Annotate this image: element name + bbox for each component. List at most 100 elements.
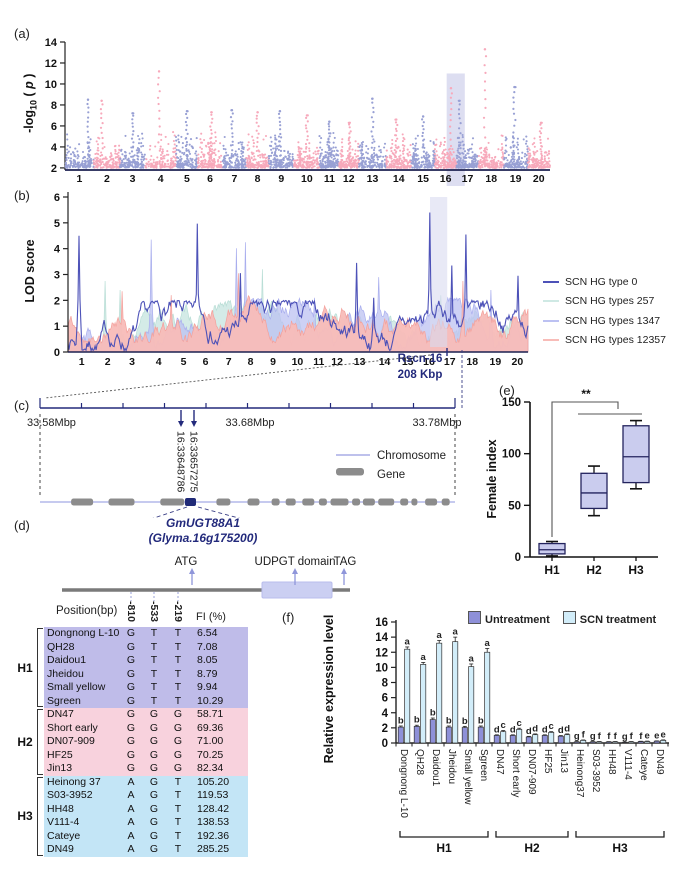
- group-bracket-H1: [399, 831, 489, 838]
- fi-value: 192.36: [197, 829, 230, 842]
- svg-text:Cateye: Cateye: [638, 749, 649, 781]
- svg-text:b: b: [446, 715, 452, 726]
- bar-scn-7: [516, 729, 523, 744]
- fi-value: 6.54: [197, 627, 218, 639]
- bar-untreat-9: [541, 735, 548, 744]
- svg-text:a: a: [469, 653, 475, 664]
- bar-scn-10: [564, 734, 571, 744]
- svg-text:19: 19: [510, 173, 522, 185]
- svg-text:H2: H2: [586, 563, 602, 577]
- cultivar-name: DN47: [47, 708, 74, 720]
- svg-text:33.58Mbp: 33.58Mbp: [27, 417, 76, 429]
- svg-text:3: 3: [54, 270, 60, 282]
- gene-block: [271, 498, 280, 506]
- allele: G: [173, 721, 183, 734]
- lod-legend-swatch: [543, 280, 559, 283]
- svg-text:6: 6: [382, 693, 388, 705]
- svg-text:9: 9: [278, 173, 284, 185]
- allele: G: [149, 748, 159, 761]
- box-H2: [580, 472, 608, 510]
- allele: T: [150, 640, 158, 653]
- svg-text:-533: -533: [148, 601, 160, 622]
- group-bracket-H2: [495, 831, 569, 838]
- allele: T: [174, 654, 182, 666]
- table-row: DN49 A G T 285.25: [44, 843, 248, 857]
- svg-text:33.68Mbp: 33.68Mbp: [226, 417, 275, 429]
- bar-scn-16: [660, 740, 667, 744]
- allele: G: [173, 708, 183, 720]
- svg-text:20: 20: [511, 356, 523, 368]
- svg-text:f: f: [582, 729, 586, 740]
- svg-text:Jin13: Jin13: [558, 749, 569, 773]
- allele: G: [126, 762, 136, 774]
- svg-text:12: 12: [343, 173, 355, 185]
- svg-text:16:33657275: 16:33657275: [188, 431, 200, 492]
- table-row: DN07-909 G G G 71.00: [44, 735, 248, 749]
- highlight-band-b: [430, 197, 448, 347]
- svg-text:6: 6: [54, 192, 60, 204]
- group-label-H3: H3: [17, 809, 33, 823]
- legend-item-scn-treatment: SCN treatment: [562, 611, 656, 626]
- svg-text:7: 7: [231, 173, 237, 185]
- svg-text:1: 1: [79, 356, 85, 368]
- svg-text:9: 9: [270, 356, 276, 368]
- svg-text:8: 8: [248, 356, 254, 368]
- allele: G: [149, 762, 159, 774]
- svg-text:TAG: TAG: [334, 556, 357, 568]
- bar-untreat-4: [461, 727, 468, 744]
- svg-text:10: 10: [301, 173, 313, 185]
- svg-text:20: 20: [533, 173, 545, 185]
- svg-text:d: d: [510, 724, 516, 735]
- table-row: QH28 G T T 7.08: [44, 641, 248, 655]
- allele: T: [174, 816, 182, 828]
- svg-text:2: 2: [105, 356, 111, 368]
- bar-untreat-6: [493, 735, 500, 744]
- svg-text:19: 19: [490, 356, 502, 368]
- bar-untreat-3: [445, 726, 452, 744]
- allele: T: [174, 667, 182, 680]
- cultivar-name: DN49: [47, 843, 74, 855]
- bar-scn-15: [644, 741, 651, 744]
- svg-text:5: 5: [54, 218, 60, 230]
- lod-legend: SCN HG type 0 SCN HG types 257 SCN HG type…: [543, 272, 666, 350]
- svg-text:11: 11: [324, 173, 335, 185]
- svg-text:c: c: [517, 718, 522, 729]
- svg-text:UDPGT domain: UDPGT domain: [255, 556, 336, 568]
- svg-text:DN07-909: DN07-909: [526, 749, 537, 795]
- gene-id: (Glyma.16g175200): [148, 531, 258, 545]
- allele: T: [174, 802, 182, 815]
- fi-value: 7.08: [197, 640, 218, 653]
- lod-legend-swatch: [543, 339, 559, 342]
- allele: T: [150, 654, 158, 666]
- allele: T: [174, 627, 182, 639]
- fi-value: 285.25: [197, 843, 230, 855]
- lod-legend-item: SCN HG types 1347: [543, 311, 666, 331]
- group-label-H1: H1: [17, 660, 33, 675]
- svg-text:a: a: [437, 630, 443, 641]
- svg-text:33.78Mbp: 33.78Mbp: [413, 417, 462, 429]
- svg-text:0: 0: [515, 552, 521, 564]
- table-row: Sgreen G T T 10.29: [44, 695, 248, 709]
- expression-legend: Untreatment SCN treatment: [468, 611, 656, 626]
- svg-text:14: 14: [375, 632, 388, 644]
- svg-text:Dongnong L-10: Dongnong L-10: [398, 749, 409, 818]
- table-row: Daidou1 G T T 8.05: [44, 654, 248, 668]
- svg-text:15: 15: [402, 356, 414, 368]
- svg-text:17: 17: [444, 356, 456, 368]
- allele: G: [173, 762, 183, 774]
- lod-series-3: [67, 273, 529, 353]
- fi-value: 58.71: [197, 708, 224, 720]
- svg-text:8: 8: [382, 678, 389, 690]
- untreatment-swatch: [468, 611, 481, 624]
- cultivar-name: QH28: [47, 640, 75, 653]
- fi-value: 128.42: [197, 802, 230, 815]
- svg-text:14: 14: [45, 37, 58, 49]
- cultivar-name: S03-3952: [47, 789, 93, 801]
- fi-value: 69.36: [197, 721, 224, 734]
- allele: G: [126, 627, 136, 639]
- bar-untreat-5: [477, 726, 484, 744]
- cultivar-name: Jheidou: [47, 667, 84, 680]
- svg-text:e: e: [654, 730, 659, 741]
- svg-text:H2: H2: [524, 841, 540, 855]
